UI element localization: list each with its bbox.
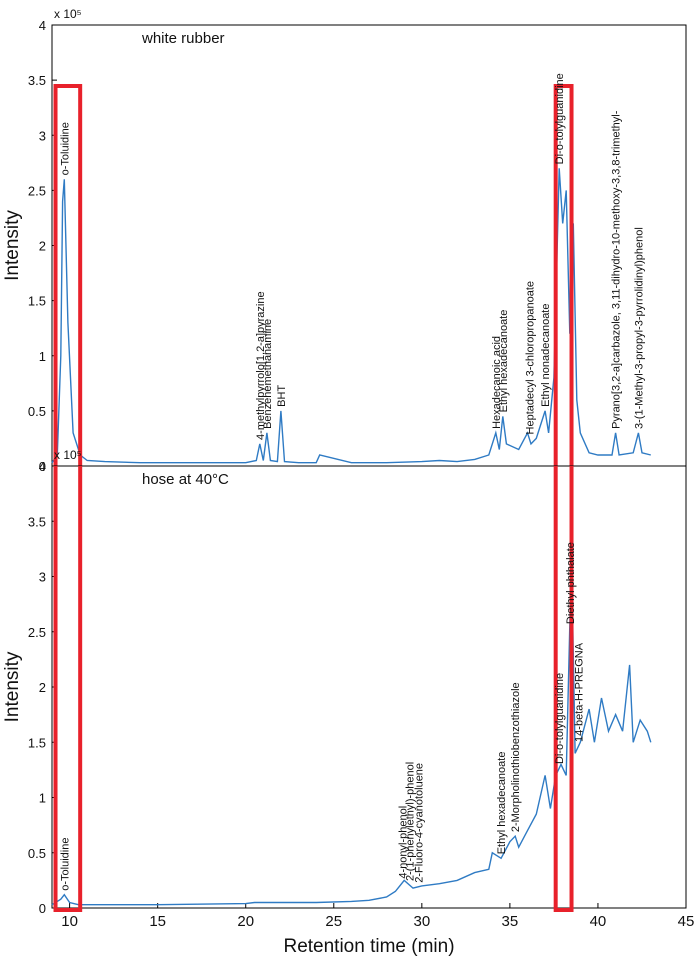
y-tick-label: 3.5 xyxy=(28,73,46,88)
y-tick-label: 1.5 xyxy=(28,735,46,750)
y-tick-label: 1 xyxy=(39,791,46,806)
y-tick-label: 1 xyxy=(39,349,46,364)
chromatogram-line xyxy=(51,168,651,464)
peak-label: 2-Fluoro-4-cyanotoluene xyxy=(413,763,425,883)
x-axis-label: Retention time (min) xyxy=(283,936,454,957)
peak-label: 2-Morpholinothiobenzothiazole xyxy=(510,682,522,832)
x-tick-label: 15 xyxy=(149,913,166,930)
peak-label: Di-o-tolylguanidine xyxy=(554,673,566,764)
x-tick-label: 35 xyxy=(502,913,519,930)
plot-frame xyxy=(51,24,687,467)
peak-label: BHT xyxy=(276,385,288,407)
peak-label: Ethyl nonadecanoate xyxy=(540,304,552,407)
peak-label: o-Toluidine xyxy=(59,122,71,175)
y-tick-label: 0 xyxy=(39,901,46,916)
y-tick-label: 2 xyxy=(39,239,46,254)
y-tick-label: 2.5 xyxy=(28,183,46,198)
highlight-box xyxy=(53,84,83,466)
peak-label: Pyrano[3,2-a]carbazole, 3,11-dihydro-10-… xyxy=(611,110,623,429)
y-tick-label: 4 xyxy=(39,459,46,474)
y-multiplier: x 10⁵ xyxy=(54,448,82,462)
plot-frame xyxy=(51,465,687,909)
y-tick-label: 1.5 xyxy=(28,294,46,309)
peak-label: Ethyl hexadecanoate xyxy=(498,310,510,413)
highlight-box xyxy=(553,466,574,912)
y-tick-label: 2.5 xyxy=(28,625,46,640)
x-tick-label: 40 xyxy=(590,913,607,930)
y-tick-label: 0.5 xyxy=(28,404,46,419)
y-tick-label: 0 xyxy=(39,459,46,474)
panel-title: white rubber xyxy=(141,30,225,47)
peak-label: Hexadecanoic acid xyxy=(491,336,503,429)
y-tick-label: 3 xyxy=(39,128,46,143)
peak-label: 4-methylpyrrolo[1,2-a]pyrazine xyxy=(255,291,267,440)
chromatogram-line xyxy=(51,554,652,906)
y-axis-label: Intensity xyxy=(2,651,23,722)
y-tick-label: 2 xyxy=(39,680,46,695)
y-tick-label: 0.5 xyxy=(28,846,46,861)
x-tick-label: 30 xyxy=(413,913,430,930)
peak-label: Di-o-tolylguanidine xyxy=(554,73,566,164)
peak-label: Benzenemethanamine xyxy=(262,319,274,429)
x-tick-label: 45 xyxy=(678,913,695,930)
y-multiplier: x 10⁵ xyxy=(54,7,82,21)
x-tick-label: 10 xyxy=(61,913,78,930)
peak-label: o-Toluidine xyxy=(59,838,71,891)
peak-label: Heptadecyl 3-chloropropanoate xyxy=(524,281,536,435)
peak-label: 4-nonyl-phenol xyxy=(397,806,409,879)
y-tick-label: 3 xyxy=(39,570,46,585)
peak-label: 14-beta-H-PREGNA xyxy=(574,642,586,742)
x-tick-label: 25 xyxy=(325,913,342,930)
x-tick-label: 20 xyxy=(237,913,254,930)
panel-title: hose at 40°C xyxy=(142,471,229,488)
peak-label: 2-(1-phenylethyl)-phenol xyxy=(405,762,417,881)
highlight-box xyxy=(553,84,574,466)
peak-label: 3-(1-Methyl-3-propyl-3-pyrrolidinyl)phen… xyxy=(633,227,645,429)
peak-label: Diethyl phthalate xyxy=(565,542,577,624)
y-axis-label: Intensity xyxy=(2,210,23,281)
peak-label: Ethyl hexadecanoate xyxy=(496,752,508,855)
y-tick-label: 4 xyxy=(39,18,46,33)
highlight-box xyxy=(53,466,83,912)
y-tick-label: 3.5 xyxy=(28,514,46,529)
